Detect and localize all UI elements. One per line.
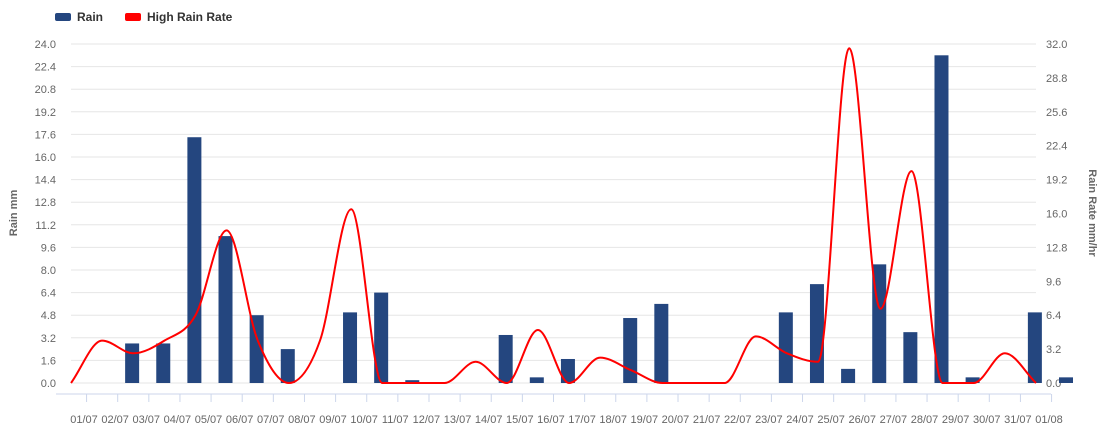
y-tick-label: 11.2: [35, 220, 56, 232]
y-tick-label: 4.8: [41, 310, 56, 322]
y-tick-label: 14.4: [35, 175, 56, 187]
high-rain-rate-line: [70, 47, 1037, 384]
y2-tick-label: 32.0: [1046, 39, 1067, 51]
rain-bar: [218, 236, 233, 383]
x-tick-label: 13/07: [444, 414, 472, 426]
x-tick-label: 16/07: [537, 414, 565, 426]
x-tick-label: 07/07: [257, 414, 285, 426]
y2-tick-label: 22.4: [1046, 141, 1067, 153]
y-tick-label: 6.4: [41, 288, 56, 300]
y2-tick-label: 3.2: [1046, 344, 1061, 356]
legend-label-high-rain-rate: High Rain Rate: [147, 10, 233, 24]
y-tick-label: 0.0: [41, 378, 56, 390]
y-tick-label: 20.8: [35, 84, 56, 96]
rain-bar: [187, 137, 202, 383]
x-tick-label: 18/07: [599, 414, 627, 426]
rain-bar: [125, 343, 140, 383]
y-tick-label: 22.4: [35, 62, 56, 74]
y-tick-label: 3.2: [41, 333, 56, 345]
x-tick-label: 08/07: [288, 414, 316, 426]
x-tick-label: 06/07: [226, 414, 254, 426]
x-tick-label: 29/07: [942, 414, 970, 426]
y2-tick-label: 25.6: [1046, 107, 1067, 119]
rain-bar: [156, 343, 171, 383]
rain-bar: [841, 368, 856, 383]
rain-bar: [249, 315, 264, 383]
y2-tick-label: 0.0: [1046, 378, 1061, 390]
rain-bar: [903, 332, 918, 383]
y-tick-label: 17.6: [35, 129, 56, 141]
rain-bar: [1027, 312, 1042, 383]
x-tick-label: 12/07: [413, 414, 441, 426]
y2-tick-label: 19.2: [1046, 175, 1067, 187]
rain-bar: [654, 303, 669, 383]
x-tick-label: 23/07: [755, 414, 783, 426]
x-tick-label: 20/07: [662, 414, 690, 426]
y-tick-label: 16.0: [35, 152, 56, 164]
x-tick-label: 27/07: [880, 414, 908, 426]
x-tick-label: 26/07: [848, 414, 876, 426]
x-tick-label: 15/07: [506, 414, 534, 426]
x-tick-label: 22/07: [724, 414, 752, 426]
x-tick-label: 17/07: [568, 414, 596, 426]
rain-bar: [343, 312, 358, 383]
rain-bar: [809, 284, 824, 383]
x-tick-label: 01/08: [1035, 414, 1063, 426]
rain-bar: [280, 349, 295, 383]
y2-tick-label: 9.6: [1046, 276, 1061, 288]
legend-swatch-high-rain-rate: [125, 13, 142, 21]
x-tick-label: 21/07: [693, 414, 721, 426]
chart-legend: Rain High Rain Rate: [55, 10, 232, 24]
x-tick-label: 02/07: [101, 414, 129, 426]
x-tick-label: 09/07: [319, 414, 347, 426]
y-tick-label: 24.0: [35, 39, 56, 51]
y2-tick-label: 12.8: [1046, 242, 1067, 254]
x-tick-label: 31/07: [1004, 414, 1032, 426]
legend-swatch-rain: [55, 13, 71, 21]
rain-bar: [623, 318, 638, 383]
x-tick-label: 28/07: [911, 414, 939, 426]
rain-bar: [560, 358, 575, 383]
rain-bar: [405, 380, 420, 383]
y-tick-label: 12.8: [35, 197, 56, 209]
rain-bar: [529, 377, 544, 383]
y-axis-title: Rain mm: [8, 190, 20, 237]
y-tick-label: 1.6: [41, 355, 56, 367]
y2-tick-label: 6.4: [1046, 310, 1061, 322]
rain-bar: [934, 55, 949, 384]
x-tick-label: 04/07: [164, 414, 192, 426]
y2-axis-title: Rain Rate mm/hr: [1086, 169, 1098, 257]
rain-bar: [374, 292, 389, 383]
rain-bar: [965, 377, 980, 383]
rain-bar: [778, 312, 793, 383]
x-tick-label: 30/07: [973, 414, 1001, 426]
y-tick-label: 9.6: [41, 242, 56, 254]
rain-bar: [498, 334, 513, 383]
x-tick-label: 14/07: [475, 414, 503, 426]
rain-bar: [1059, 377, 1073, 383]
y-tick-label: 19.2: [35, 107, 56, 119]
y-tick-label: 8.0: [41, 265, 56, 277]
x-tick-label: 11/07: [382, 414, 409, 426]
x-tick-label: 19/07: [631, 414, 659, 426]
x-tick-label: 05/07: [195, 414, 223, 426]
x-tick-label: 03/07: [132, 414, 160, 426]
legend-item-rain[interactable]: Rain: [55, 10, 103, 24]
x-tick-label: 01/07: [70, 414, 98, 426]
x-tick-label: 24/07: [786, 414, 814, 426]
legend-label-rain: Rain: [77, 10, 104, 24]
y2-tick-label: 28.8: [1046, 73, 1067, 85]
y2-tick-label: 16.0: [1046, 209, 1067, 221]
x-tick-label: 25/07: [817, 414, 845, 426]
legend-item-high-rain-rate[interactable]: High Rain Rate: [125, 10, 232, 24]
x-tick-label: 10/07: [350, 414, 378, 426]
